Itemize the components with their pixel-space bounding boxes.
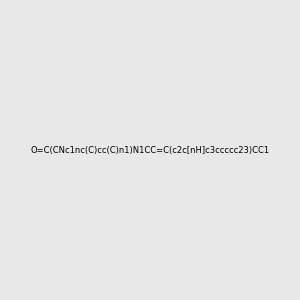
Text: O=C(CNc1nc(C)cc(C)n1)N1CC=C(c2c[nH]c3ccccc23)CC1: O=C(CNc1nc(C)cc(C)n1)N1CC=C(c2c[nH]c3ccc… [30,146,270,154]
